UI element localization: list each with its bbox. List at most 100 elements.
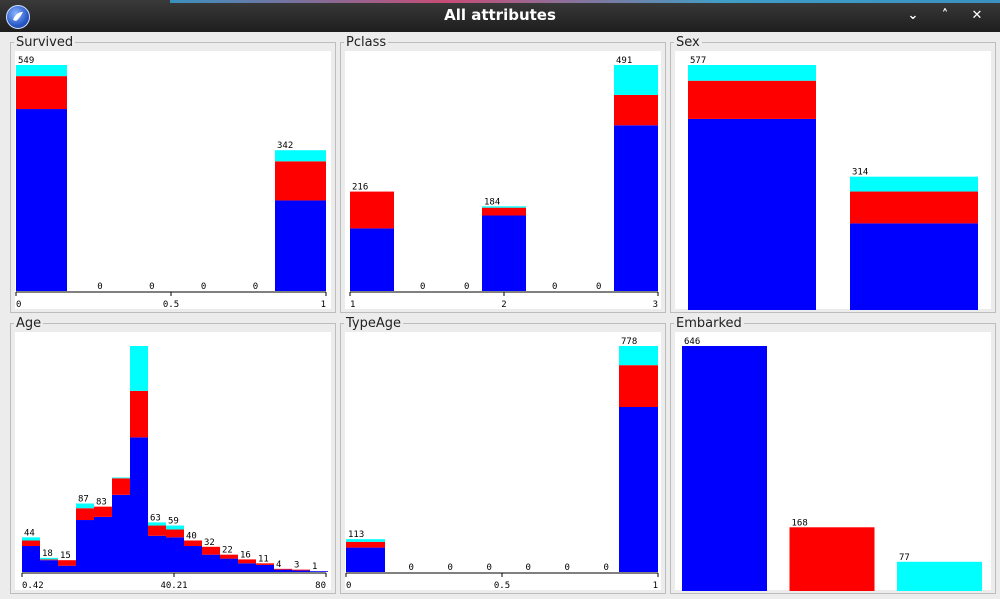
bar-segment (346, 539, 385, 542)
x-tick-label: 0 (346, 581, 351, 591)
chart-panel-typeage: TypeAge 113 0 0 0 0 0 0 778 0 0.5 1 (340, 316, 666, 594)
window-title: All attributes (444, 6, 556, 24)
bar-value-label: 216 (352, 183, 368, 193)
bar-segment (850, 191, 978, 224)
bar-value-label: 778 (621, 337, 637, 347)
bar-value-label: 577 (690, 56, 706, 66)
bar-segment (688, 65, 816, 81)
bar-segment (292, 570, 310, 572)
bar-value-label: 491 (616, 56, 632, 66)
chart-canvas: 216 0 0 184 0 0 491 1 2 3 (345, 51, 661, 310)
bar-segment (310, 571, 328, 572)
x-tick-label: 1 (321, 300, 326, 310)
chart-panel-survived: Survived 549 0 0 0 0 342 0 0.5 1 (10, 35, 336, 313)
bar-segment (256, 564, 274, 572)
x-tick-label: 0.5 (494, 581, 510, 591)
bar-segment (94, 506, 112, 517)
bar-segment (220, 558, 238, 572)
bar-segment (148, 522, 166, 526)
bar-segment (350, 191, 394, 229)
bar-value-label: 646 (684, 337, 700, 347)
bar-segment (40, 560, 58, 572)
bar-segment (220, 554, 238, 559)
bar-value-label: 18 (42, 549, 53, 559)
bar-value-label: 63 (150, 513, 161, 523)
bar-segment (482, 215, 526, 291)
close-button[interactable]: ✕ (971, 8, 983, 23)
x-tick-label: 3 (653, 300, 658, 310)
bar-segment (619, 365, 658, 408)
bar-segment (130, 346, 148, 391)
bar-value-label: 0 (596, 282, 601, 292)
panel-title: Age (16, 316, 42, 331)
bar-value-label: 0 (149, 282, 154, 292)
x-tick-label: 1 (653, 581, 658, 591)
bar-segment (112, 478, 130, 495)
bar-value-label: 77 (899, 553, 910, 563)
bar-value-label: 168 (792, 518, 808, 528)
panel-title: Embarked (676, 316, 742, 331)
maximize-button[interactable]: ˄ (941, 8, 949, 23)
bar-value-label: 16 (240, 550, 251, 560)
bar-segment (346, 541, 385, 548)
bar-segment (76, 503, 94, 509)
panel-title: Pclass (346, 35, 387, 50)
bar-value-label: 342 (277, 141, 293, 151)
bar-segment (292, 569, 310, 571)
bar-segment (346, 547, 385, 572)
bar-segment (275, 161, 326, 201)
bar-value-label: 0 (253, 282, 258, 292)
bar-segment (256, 563, 274, 565)
bar-value-label: 4 (276, 560, 281, 570)
minimize-button[interactable]: ⌄ (907, 8, 919, 23)
bar-segment (238, 563, 256, 572)
bar-segment (688, 118, 816, 310)
bar-segment (16, 76, 67, 110)
chart-canvas: 44 18 15 87 83 63 59 40 32 22 16 11 4 3 1 0.42 40.21 80 (15, 332, 331, 591)
bar-value-label: 0 (552, 282, 557, 292)
bar-segment (789, 527, 875, 591)
panel-title: Survived (16, 35, 74, 50)
bar-segment (688, 80, 816, 119)
bar-segment (166, 529, 184, 538)
chart-panel-age: Age 44 18 15 87 83 63 59 40 32 22 16 11 4 3 1 0.42 40.21… (10, 316, 336, 594)
bar-value-label: 22 (222, 546, 233, 556)
bar-segment (202, 554, 220, 572)
x-tick-label: 0 (16, 300, 21, 310)
chart-panel-embarked: Embarked 646 168 77 (670, 316, 996, 594)
bar-value-label: 113 (348, 530, 364, 540)
bar-value-label: 0 (409, 563, 414, 573)
bar-segment (184, 540, 202, 547)
chart-canvas: 646 168 77 (675, 332, 991, 591)
bar-segment (850, 176, 978, 192)
window-titlebar[interactable]: All attributes ⌄ ˄ ✕ (0, 0, 1000, 32)
bar-value-label: 1 (312, 562, 317, 572)
bar-segment (350, 228, 394, 291)
bar-value-label: 40 (186, 532, 197, 542)
bar-segment (58, 565, 76, 572)
bar-segment (482, 207, 526, 216)
chart-panel-pclass: Pclass 216 0 0 184 0 0 491 1 2 3 (340, 35, 666, 313)
bar-segment (130, 390, 148, 438)
bar-segment (40, 557, 58, 560)
app-icon[interactable] (6, 5, 30, 29)
bar-value-label: 314 (852, 168, 868, 178)
bar-segment (275, 150, 326, 162)
x-tick-label: 0.42 (22, 581, 44, 591)
bar-segment (22, 540, 40, 547)
bar-segment (76, 508, 94, 521)
bar-segment (275, 200, 326, 291)
bar-segment (22, 546, 40, 572)
bar-value-label: 15 (60, 551, 71, 561)
bar-segment (619, 407, 658, 572)
bar-segment (614, 125, 658, 291)
bar-segment (614, 94, 658, 126)
bar-segment (682, 346, 767, 591)
bar-value-label: 59 (168, 517, 179, 527)
bar-segment (58, 560, 76, 566)
bar-segment (897, 561, 982, 591)
bar-segment (16, 109, 67, 291)
bar-value-label: 3 (294, 561, 299, 571)
bar-value-label: 0 (565, 563, 570, 573)
bar-value-label: 0 (526, 563, 531, 573)
